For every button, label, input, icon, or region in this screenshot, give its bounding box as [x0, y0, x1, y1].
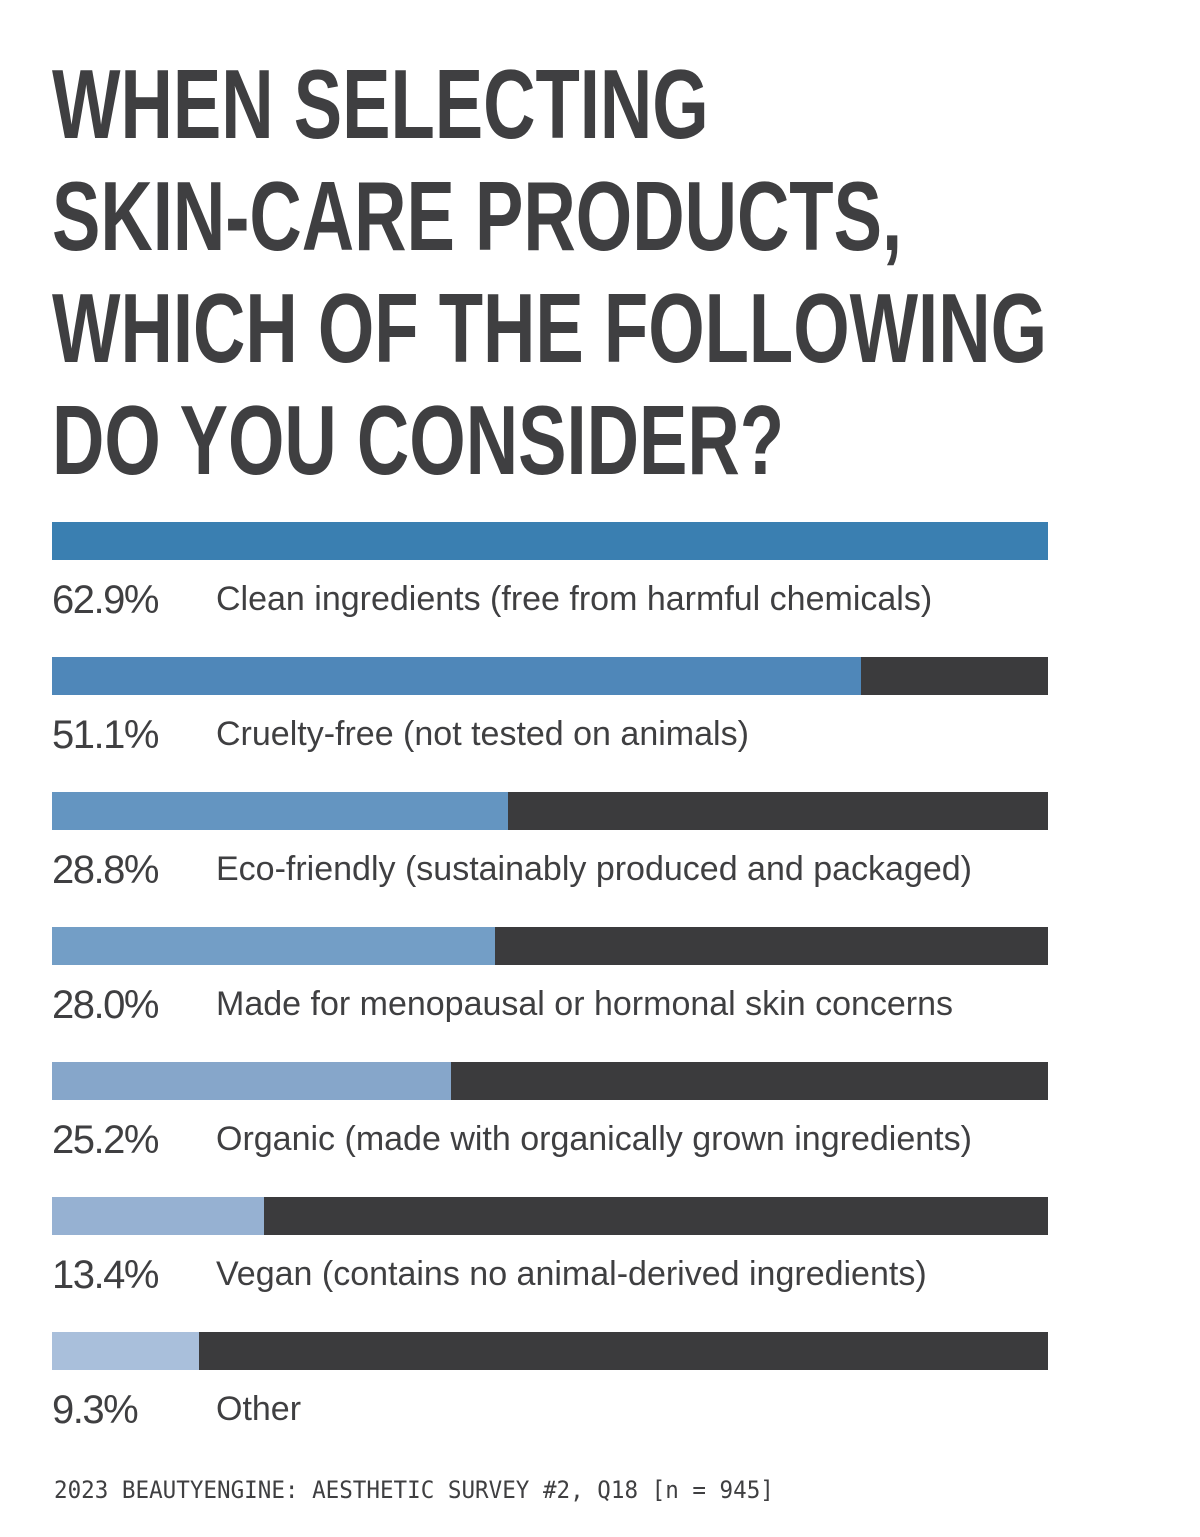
bar: [52, 1332, 199, 1370]
bar-row: 13.4% Vegan (contains no animal-derived i…: [52, 1197, 1152, 1317]
bar-category-label: Other: [216, 1390, 302, 1428]
source-note: 2023 BEAUTYENGINE: AESTHETIC SURVEY #2, …: [54, 1476, 774, 1504]
bar-row: 9.3% Other: [52, 1332, 1152, 1452]
bar-value-label: 9.3%: [52, 1388, 139, 1432]
bar-track: [52, 1197, 1048, 1235]
bar: [52, 657, 861, 695]
bar-track: [52, 1062, 1048, 1100]
bar-category-label: Clean ingredients (free from harmful che…: [216, 580, 933, 618]
bar-value-label: 28.8%: [52, 848, 159, 892]
bar-category-label: Made for menopausal or hormonal skin con…: [216, 985, 954, 1023]
bar-track: [52, 657, 1048, 695]
bar-track: [52, 927, 1048, 965]
bar-track: [52, 522, 1048, 560]
bar-category-label: Cruelty-free (not tested on animals): [216, 715, 749, 753]
bar-track: [52, 792, 1048, 830]
bar-category-label: Vegan (contains no animal-derived ingred…: [216, 1255, 927, 1293]
bar-row: 28.8% Eco-friendly (sustainably produced …: [52, 792, 1152, 912]
bar-value-label: 28.0%: [52, 983, 159, 1027]
bar-category-label: Organic (made with organically grown ing…: [216, 1120, 972, 1158]
chart-title-line: WHEN SELECTING: [52, 49, 709, 159]
bar-value-label: 13.4%: [52, 1253, 159, 1297]
bar-track: [52, 1332, 1048, 1370]
chart-title-line: DO YOU CONSIDER?: [52, 385, 784, 495]
bar-value-label: 25.2%: [52, 1118, 159, 1162]
bar-category-label: Eco-friendly (sustainably produced and p…: [216, 850, 973, 888]
bar-row: 28.0% Made for menopausal or hormonal ski…: [52, 927, 1152, 1047]
bar-value-label: 62.9%: [52, 578, 159, 622]
bar: [52, 792, 508, 830]
bar: [52, 927, 495, 965]
bar: [52, 1197, 264, 1235]
bar: [52, 522, 1048, 560]
bar-row: 62.9% Clean ingredients (free from harmfu…: [52, 522, 1152, 642]
bar: [52, 1062, 451, 1100]
chart-title-line: SKIN-CARE PRODUCTS,: [52, 161, 903, 271]
bar-row: 51.1% Cruelty-free (not tested on animals…: [52, 657, 1152, 777]
bar-value-label: 51.1%: [52, 713, 159, 757]
bar-row: 25.2% Organic (made with organically grow…: [52, 1062, 1152, 1182]
